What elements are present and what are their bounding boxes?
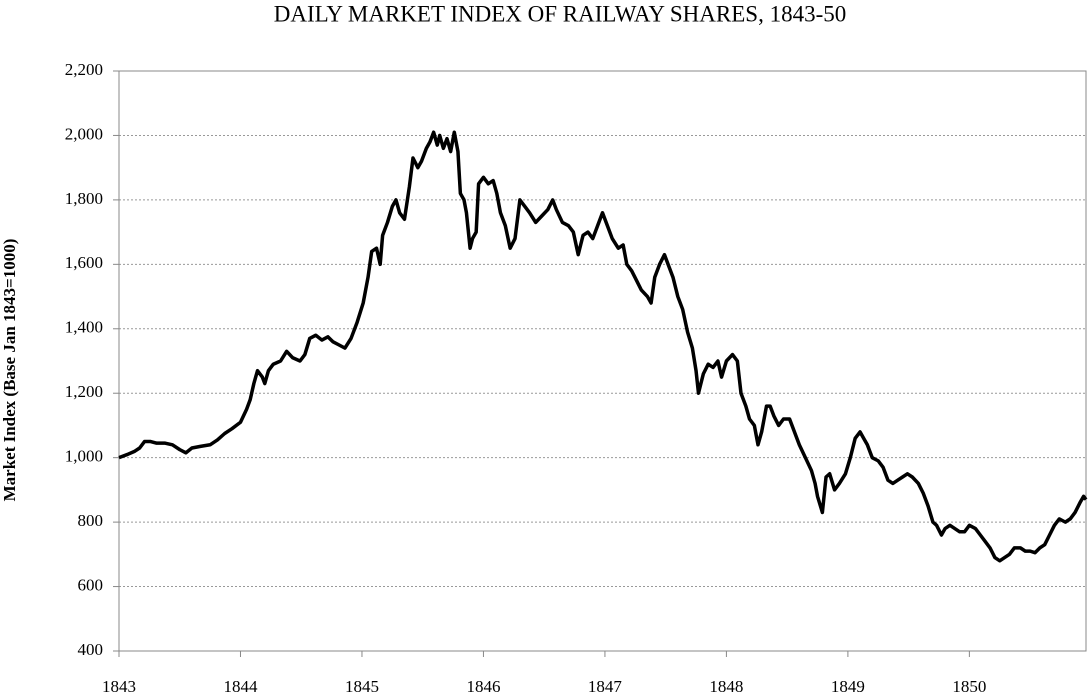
y-axis-label: Market Index (Base Jan 1843=1000) [0,239,19,502]
x-tick-label: 1850 [952,677,986,696]
plot-border [118,70,1087,652]
x-tick-label: 1846 [466,677,500,696]
x-tick-label: 1844 [223,677,258,696]
y-tick-label: 400 [78,640,104,659]
y-tick-label: 1,400 [65,318,103,337]
x-tick-label: 1847 [588,677,623,696]
x-tick-label: 1845 [345,677,379,696]
chart-title: DAILY MARKET INDEX OF RAILWAY SHARES, 18… [274,1,846,26]
y-tick-label: 1,600 [65,253,103,272]
y-tick-label: 1,000 [65,447,103,466]
x-tick-label: 1843 [102,677,136,696]
y-tick-label: 2,200 [65,60,103,79]
y-tick-label: 1,800 [65,189,103,208]
y-tick-label: 1,200 [65,382,103,401]
y-tick-label: 2,000 [65,124,103,143]
y-tick-label: 600 [78,575,104,594]
y-tick-label: 800 [78,511,104,530]
x-tick-label: 1849 [831,677,865,696]
index-line [118,130,1088,563]
x-tick-label: 1848 [709,677,743,696]
